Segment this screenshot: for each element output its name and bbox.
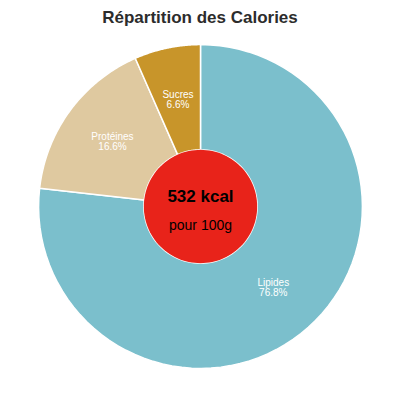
svg-text:Lipides76.8%: Lipides76.8% — [257, 277, 289, 298]
svg-text:pour 100g: pour 100g — [169, 217, 232, 233]
svg-text:532 kcal: 532 kcal — [167, 187, 233, 206]
svg-text:Sucres6.6%: Sucres6.6% — [162, 89, 193, 110]
html-text:Répartition des Calories: Répartition des Calories — [102, 8, 298, 27]
svg-text:Protéines16.6%: Protéines16.6% — [91, 131, 133, 152]
